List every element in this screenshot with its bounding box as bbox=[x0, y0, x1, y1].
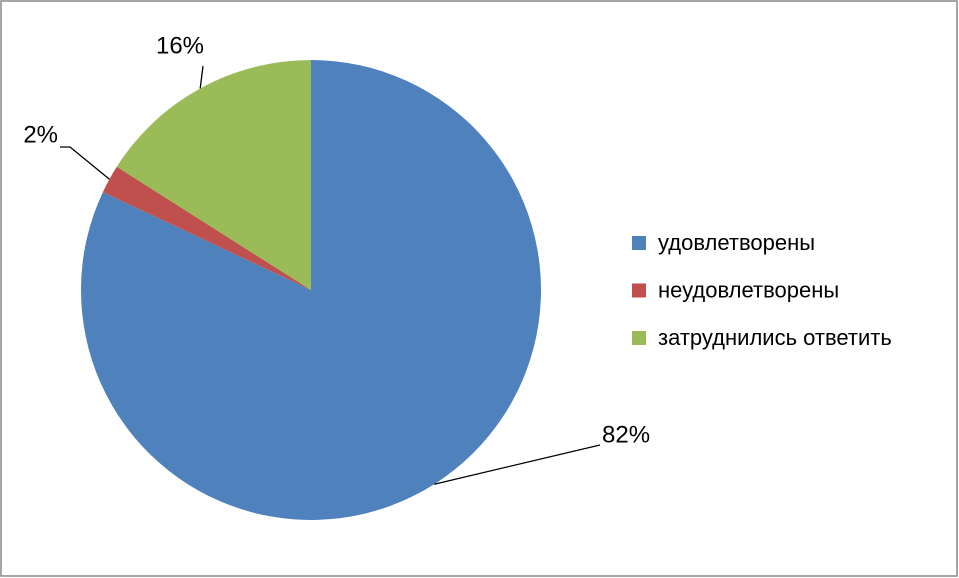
legend-label: удовлетворены bbox=[658, 230, 815, 255]
pie-slice bbox=[102, 166, 312, 290]
pie-slice bbox=[80, 60, 541, 520]
data-label: 82% bbox=[602, 421, 650, 448]
legend-swatch bbox=[632, 331, 646, 345]
pie-slice bbox=[116, 60, 311, 290]
legend-swatch bbox=[632, 283, 646, 298]
legend-label: неудовлетворены bbox=[658, 277, 839, 302]
leader-line bbox=[60, 146, 110, 180]
legend-swatch bbox=[632, 236, 646, 250]
leader-line bbox=[434, 444, 601, 485]
leader-line bbox=[199, 65, 204, 89]
legend-label: затруднились ответить bbox=[658, 325, 892, 350]
data-label: 2% bbox=[23, 121, 58, 148]
data-label: 16% bbox=[156, 32, 204, 59]
